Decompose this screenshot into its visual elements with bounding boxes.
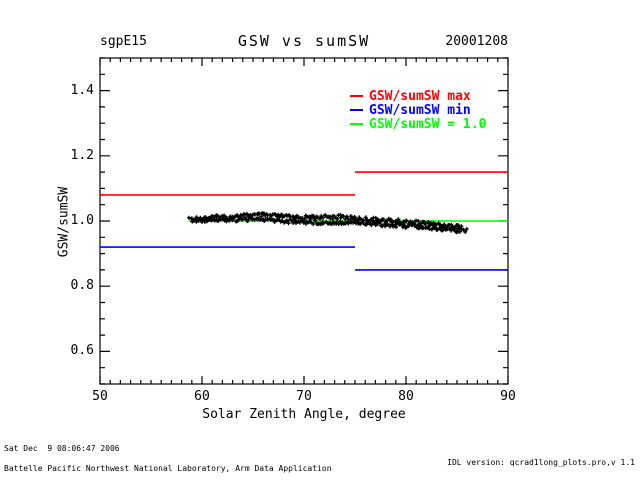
- legend-line-swatch: [350, 109, 363, 111]
- y-tick-label: 1.0: [70, 213, 94, 228]
- footer-idl-version: IDL version: qcrad1long_plots.pro,v 1.1: [447, 458, 635, 467]
- y-tick-label: 1.4: [70, 82, 94, 98]
- legend-row: GSW/sumSW = 1.0: [350, 116, 487, 132]
- y-tick-label: 1.2: [70, 147, 94, 163]
- plot-title: GSW vs sumSW: [237, 32, 371, 50]
- x-tick-label: 90: [500, 389, 516, 404]
- legend-line-swatch: [350, 123, 363, 125]
- x-tick-label: 50: [92, 389, 108, 404]
- legend: GSW/sumSW max GSW/sumSW min GSW/sumSW = 1.…: [350, 88, 487, 132]
- legend-row: GSW/sumSW min: [350, 102, 486, 118]
- header-date-label: 20001208: [445, 34, 508, 49]
- limit-line-0: [100, 171, 508, 196]
- footer-version-block: IDL version: qcrad1long_plots.pro,v 1.1 …: [385, 440, 635, 480]
- header-site-label: sgpE15: [100, 34, 147, 49]
- legend-label: GSW/sumSW = 1.0: [369, 116, 487, 132]
- scatter-series: [187, 211, 469, 235]
- x-tick-label: 70: [296, 389, 312, 404]
- y-tick-label: 0.8: [70, 278, 94, 294]
- limit-line-1: [100, 246, 508, 271]
- footer-organization: Battelle Pacific Northwest National Labo…: [4, 464, 332, 473]
- legend-label: GSW/sumSW min: [369, 102, 471, 118]
- legend-line-swatch: [350, 95, 363, 97]
- axis-ticks: [99, 57, 509, 385]
- x-tick-label: 80: [398, 389, 414, 404]
- footer-timestamp: Sat Dec 9 08:06:47 2006: [4, 444, 120, 453]
- legend-row: GSW/sumSW max: [350, 88, 486, 104]
- x-axis-title: Solar Zenith Angle, degree: [202, 407, 406, 422]
- x-tick-label: 60: [194, 389, 210, 404]
- legend-label: GSW/sumSW max: [369, 88, 471, 104]
- y-tick-label: 0.6: [70, 343, 94, 359]
